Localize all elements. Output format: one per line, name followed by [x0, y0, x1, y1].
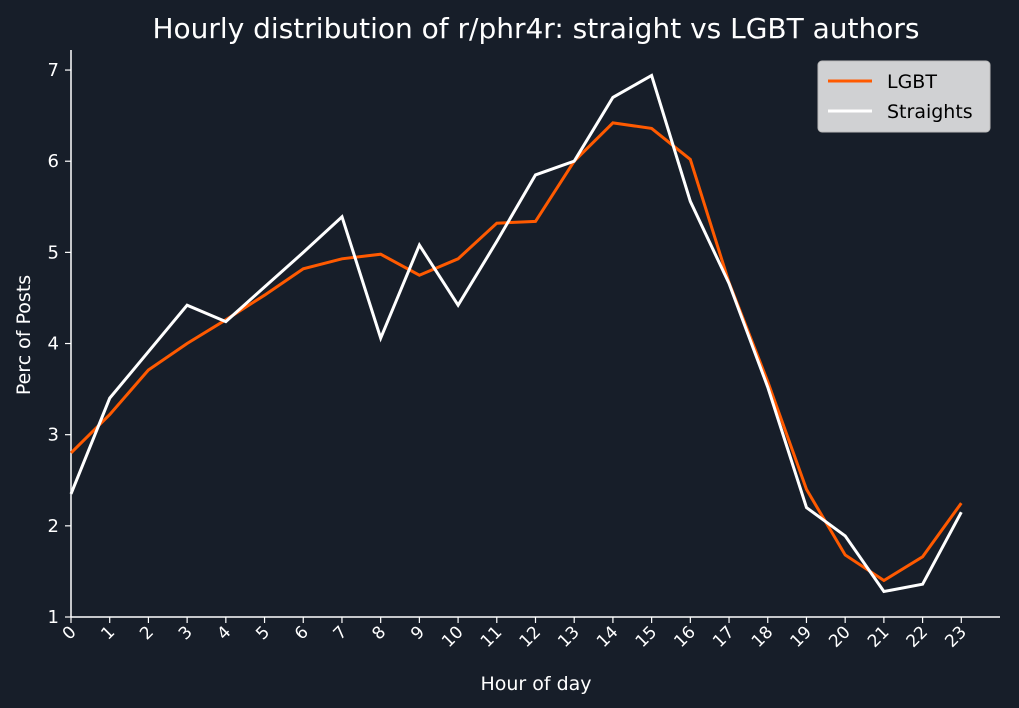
- legend-label-straights: Straights: [887, 101, 973, 123]
- series-line-lgbt: [69, 121, 963, 583]
- x-axis-label: Hour of day: [480, 673, 591, 695]
- legend: LGBT Straights: [817, 60, 991, 133]
- series-group: [69, 73, 963, 594]
- y-tick-label: 2: [48, 516, 59, 537]
- y-tick-label: 4: [48, 334, 59, 355]
- y-tick-label: 6: [48, 151, 59, 172]
- y-axis-label: Perc of Posts: [13, 275, 35, 395]
- legend-label-lgbt: LGBT: [887, 71, 937, 93]
- y-tick-label: 3: [48, 425, 59, 446]
- y-tick-label: 7: [48, 60, 59, 81]
- legend-box: [817, 60, 991, 133]
- series-line-straights: [69, 73, 963, 594]
- chart-title: Hourly distribution of r/phr4r: straight…: [152, 12, 919, 45]
- y-tick-label: 5: [48, 242, 59, 263]
- y-tick-label: 1: [48, 607, 59, 628]
